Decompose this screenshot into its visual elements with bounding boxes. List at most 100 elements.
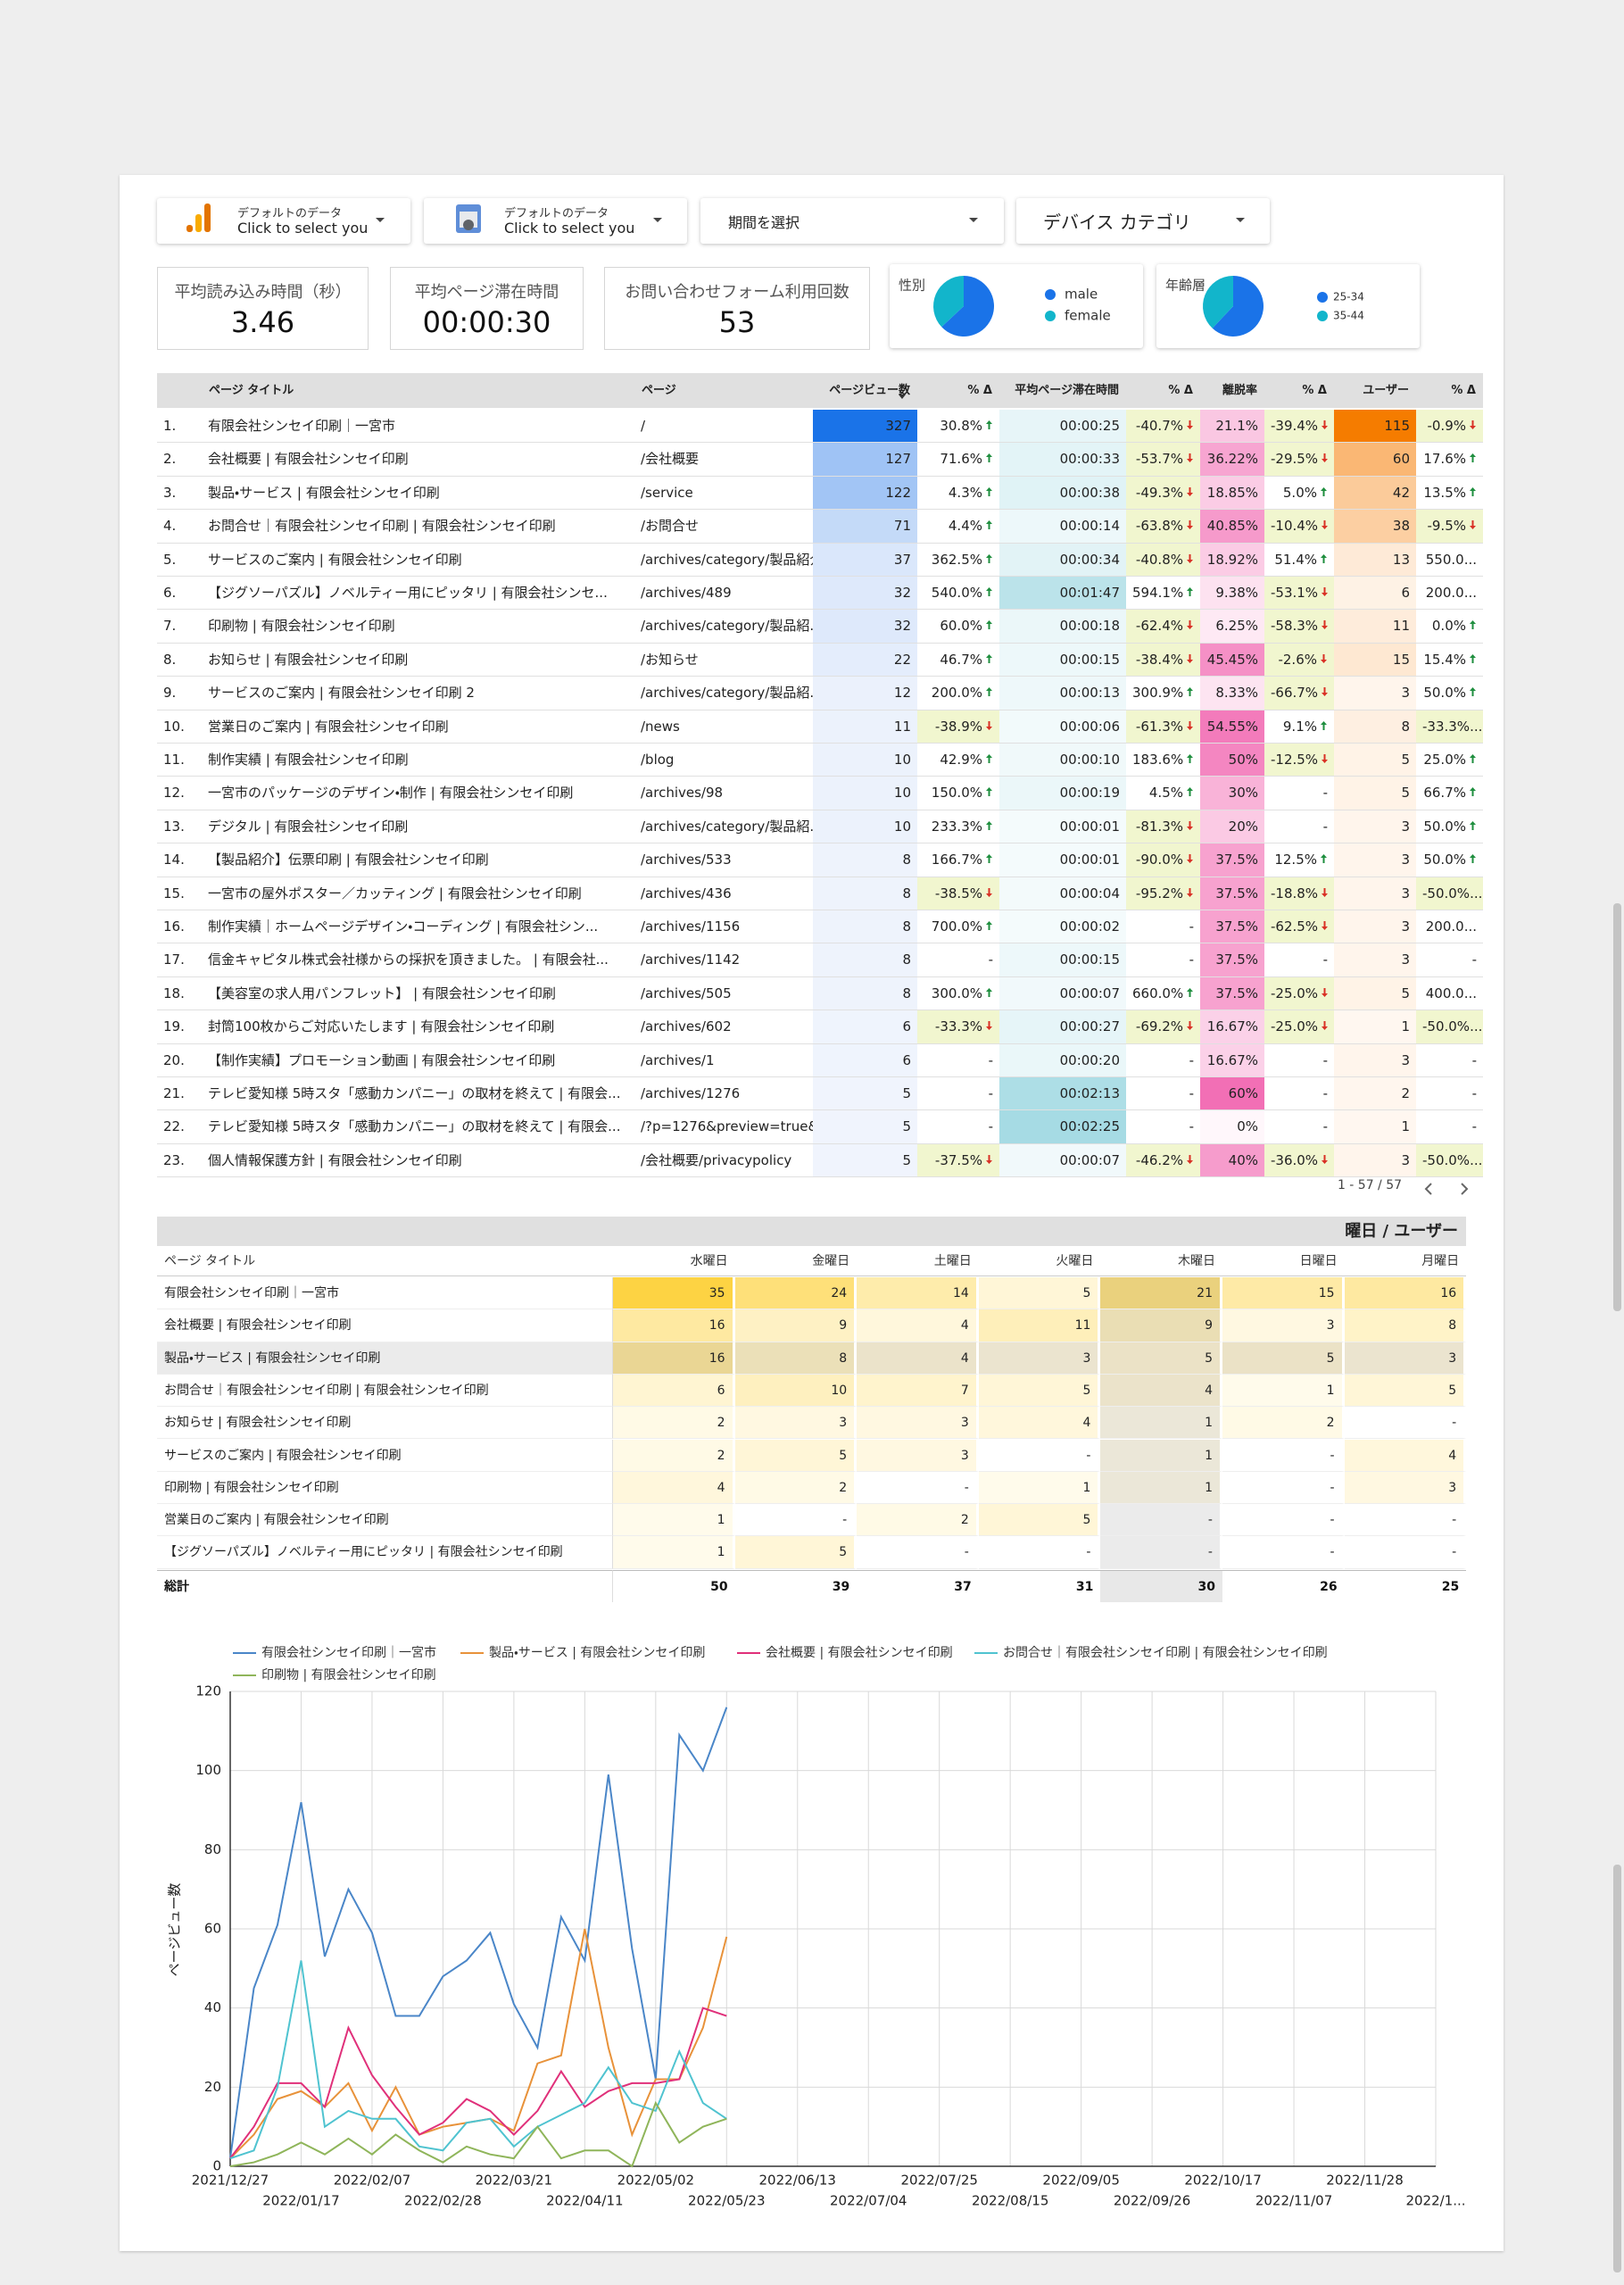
row-divider: [157, 576, 1483, 577]
cell-text: -53.7%: [1135, 451, 1183, 468]
table-cell: 00:00:13: [999, 677, 1126, 710]
pivot-cell: 印刷物 | 有限会社シンセイ印刷: [157, 1471, 613, 1505]
cell-text: -: [1189, 1051, 1194, 1068]
cell-text: -: [1322, 818, 1328, 835]
arrow-shape: [986, 1154, 992, 1164]
cell-text: 12: [893, 685, 911, 702]
pivot-cell: -: [1344, 1407, 1467, 1440]
pivot-cell: お知らせ | 有限会社シンセイ印刷: [157, 1407, 613, 1440]
table-cell: 14.: [157, 843, 202, 876]
column-header: ページビュー数: [829, 384, 910, 397]
column-header: 離脱率: [1222, 384, 1257, 397]
trend-arrow: [1322, 1021, 1329, 1031]
arrow-shape: [986, 587, 992, 596]
table-cell: -50.0%...: [1416, 1010, 1483, 1043]
pivot-cell: 5: [978, 1277, 1101, 1310]
scrollbar-thumb[interactable]: [1613, 903, 1621, 1311]
table-cell: 制作実績｜ホームページデザイン・コーディング | 有限会社シン...: [202, 910, 634, 943]
trend-arrow: [1321, 653, 1327, 663]
cell-text: 11: [1392, 618, 1410, 635]
cell-text: 46.7%: [940, 651, 982, 668]
table-cell: -2.6%: [1264, 643, 1334, 677]
device-dropdown[interactable]: デバイス カテゴリ: [1016, 198, 1270, 244]
pivot-cell: 16: [613, 1342, 735, 1375]
pivot-cell: 会社概要 | 有限会社シンセイ印刷: [157, 1309, 613, 1342]
pivot-cell: 1: [978, 1471, 1101, 1505]
arrow-shape: [1470, 620, 1476, 630]
table-cell: -40.8%: [1126, 543, 1200, 576]
cell-text: /会社概要: [641, 451, 700, 468]
cell-text: 13.5%: [1423, 484, 1466, 501]
pivot-cell: 2: [613, 1407, 735, 1440]
table-cell: -95.2%: [1126, 877, 1200, 910]
cell-text: -9.5%: [1427, 518, 1466, 535]
cell-text: 00:00:20: [1059, 1051, 1120, 1068]
table-cell: /archives/category/製品紹介: [634, 544, 813, 576]
arrow-shape: [1322, 987, 1329, 997]
arrow-shape: [1322, 754, 1329, 763]
pivot-cell: お問合せ｜有限会社シンセイ印刷 | 有限会社シンセイ印刷: [157, 1374, 613, 1408]
scrollbar-thumb[interactable]: [1613, 1865, 1621, 2273]
table-cell: 700.0%: [917, 910, 999, 943]
table-cell: 3: [1334, 810, 1416, 843]
table-cell: 37.5%: [1200, 877, 1264, 910]
cell-text: -: [1471, 951, 1477, 968]
table-cell: /archives/602: [634, 1010, 813, 1043]
trend-arrow: [1187, 1021, 1193, 1031]
cell-text: 4.4%: [948, 518, 982, 535]
cell-text: 0.0%: [1431, 618, 1466, 635]
cell-text: /お問合せ: [641, 518, 700, 535]
cell-text: 540.0%: [931, 585, 982, 601]
cell-text: 60%: [1228, 1085, 1258, 1101]
table-cell: 60.0%: [917, 610, 999, 642]
cell-text: 3: [1401, 852, 1410, 868]
cell-text: -2.6%: [1278, 651, 1317, 668]
trend-arrow: [986, 687, 992, 697]
table-cell: -: [1126, 943, 1200, 976]
arrow-shape: [1321, 854, 1327, 864]
table-cell: 8: [813, 943, 917, 976]
table-cell: /archives/505: [634, 977, 813, 1010]
cell-text: 10: [893, 785, 911, 802]
table-cell: 594.1%: [1126, 577, 1200, 609]
cell-text: -33.3%: [934, 1018, 982, 1035]
table-cell: 13: [1334, 543, 1416, 576]
cell-text: 5.0%: [1282, 484, 1317, 501]
table-cell: 会社概要 | 有限会社シンセイ印刷: [202, 443, 634, 475]
row-divider: [157, 442, 1483, 444]
table-cell: /archives/1276: [634, 1077, 813, 1109]
cell-text: /archives/436: [641, 885, 732, 902]
data-source-dropdown[interactable]: デフォルトのデータ Click to select you: [424, 198, 687, 244]
arrow-shape: [986, 854, 992, 864]
cell-text: 00:00:25: [1059, 418, 1120, 434]
cell-text: 127: [885, 451, 911, 468]
pivot-cell: -: [1222, 1504, 1345, 1537]
cell-text: 32: [893, 618, 911, 635]
table-cell: -10.4%: [1264, 510, 1334, 543]
table-cell: 10: [813, 744, 917, 777]
arrow-shape: [1187, 887, 1193, 897]
cell-text: 3: [1401, 685, 1410, 702]
cell-text: 5: [902, 1151, 911, 1168]
trend-arrow: [1322, 887, 1329, 897]
table-cell: 3: [1334, 843, 1416, 877]
pivot-header: 木曜日: [1100, 1247, 1222, 1276]
table-cell: 42: [1334, 476, 1416, 510]
table-cell: 66.7%: [1416, 777, 1483, 809]
cell-text: 1: [1401, 1018, 1410, 1035]
table-cell: 183.6%: [1126, 744, 1200, 776]
table-cell: 122: [813, 476, 917, 510]
arrow-shape: [1470, 653, 1476, 663]
scorecard-value: 00:00:30: [422, 305, 551, 339]
table-cell: 18.92%: [1200, 543, 1264, 576]
table-cell: 8: [813, 976, 917, 1010]
cell-text: 38: [1392, 518, 1410, 535]
data-source-dropdown[interactable]: デフォルトのデータ Click to select you: [157, 198, 410, 244]
arrow-shape: [1187, 820, 1193, 830]
cell-text: 00:02:13: [1059, 1085, 1120, 1101]
table-cell: 37.5%: [1200, 976, 1264, 1010]
table-cell: /会社概要: [634, 443, 813, 475]
table-cell: 30.8%: [917, 410, 999, 442]
date-range-dropdown[interactable]: 期間を選択: [700, 198, 1004, 244]
arrow-shape: [986, 754, 992, 763]
